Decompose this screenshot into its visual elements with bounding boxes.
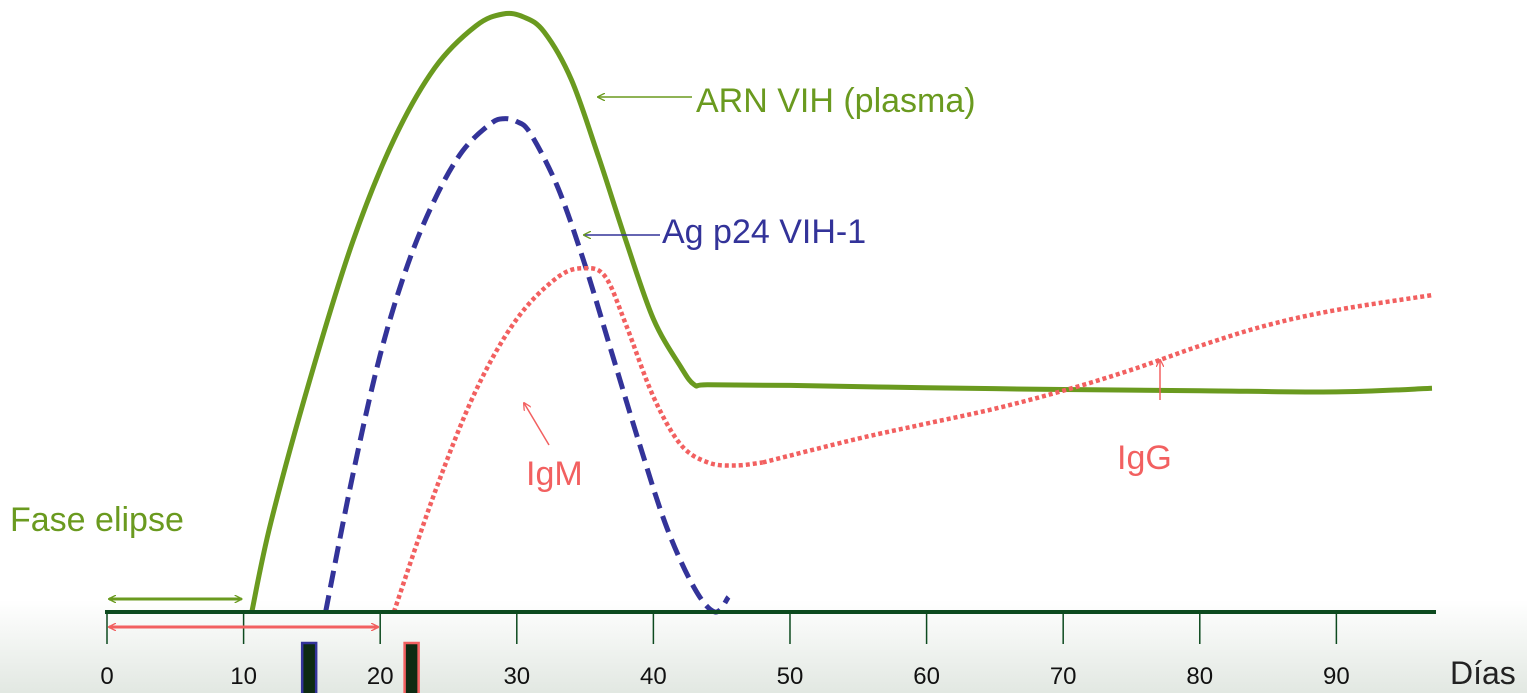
fase-elipse-label: Fase elipse — [10, 501, 184, 539]
x-tick-label: 80 — [1186, 663, 1213, 690]
x-tick-label: 10 — [230, 663, 257, 690]
p24-label: Ag p24 VIH-1 — [662, 213, 866, 251]
series-igm — [391, 265, 763, 613]
igm-label: IgM — [526, 455, 583, 493]
series-igg — [762, 292, 1433, 465]
x-axis: 0 10 20 30 40 50 60 70 80 90 — [100, 610, 1436, 690]
test-marker — [403, 641, 420, 693]
x-tick-label: 30 — [503, 663, 530, 690]
igg-label: IgG — [1117, 439, 1172, 477]
x-tick-label: 50 — [777, 663, 804, 690]
x-tick-label: 90 — [1323, 663, 1350, 690]
arn-label: ARN VIH (plasma) — [696, 82, 976, 120]
x-axis-label: Días — [1450, 655, 1516, 691]
test-marker — [300, 641, 318, 693]
series-ag-p24-vih-1 — [323, 116, 731, 615]
annotation-pointers — [524, 97, 1160, 446]
marker-layer — [300, 641, 420, 693]
x-tick-label: 0 — [100, 663, 113, 690]
series-arn-vih-plasma — [249, 10, 1433, 613]
x-tick-label: 40 — [640, 663, 667, 690]
series-layer — [249, 10, 1433, 615]
igm-pointer-arrow — [524, 403, 550, 446]
x-tick-label: 20 — [367, 663, 394, 690]
x-tick-label: 60 — [913, 663, 940, 690]
x-tick-label: 70 — [1050, 663, 1077, 690]
range-layer — [109, 599, 378, 627]
